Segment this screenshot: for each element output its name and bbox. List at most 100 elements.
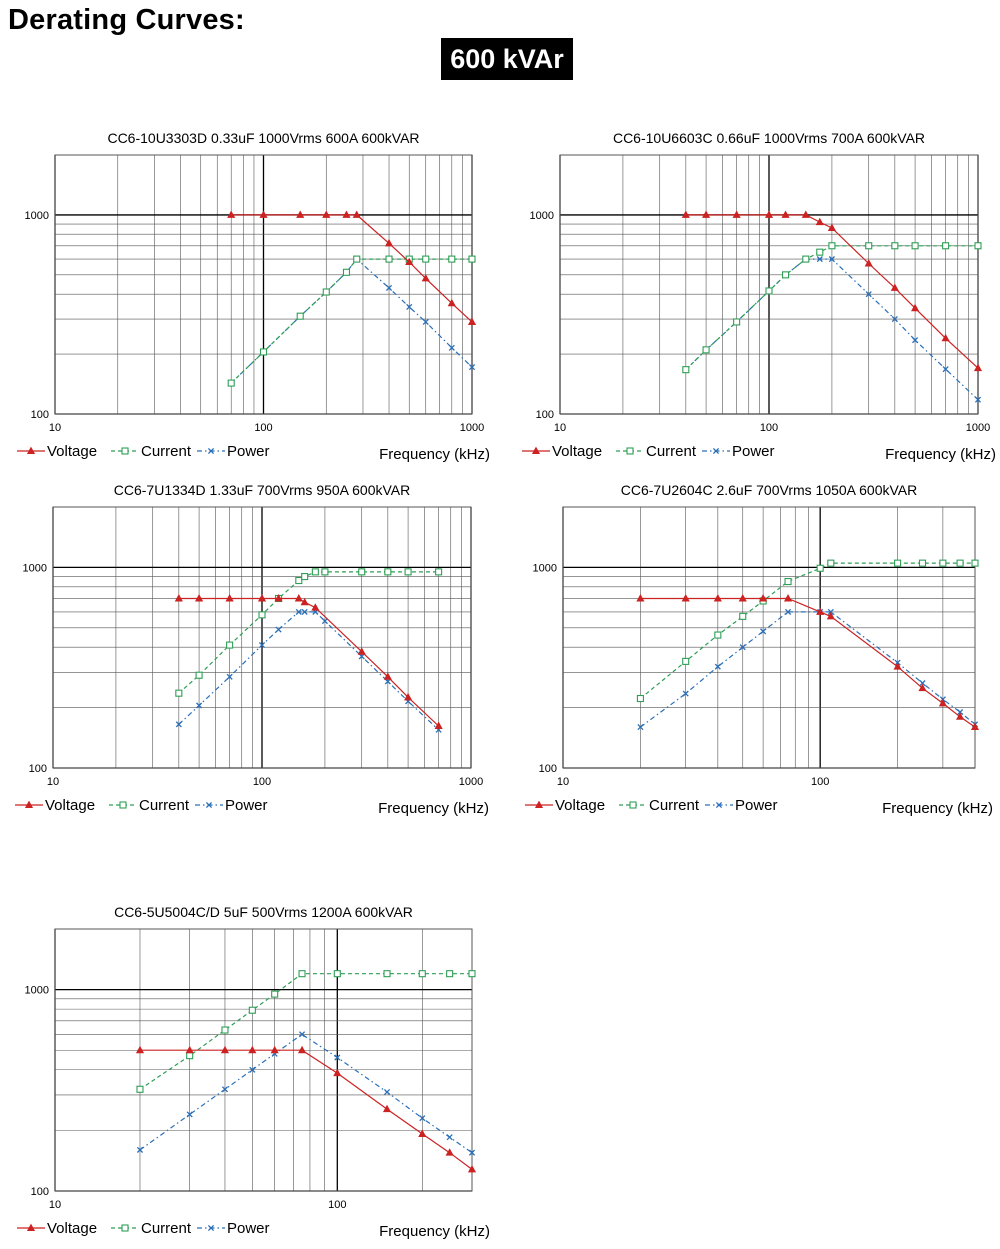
legend-item-current: Current xyxy=(619,797,700,814)
legend-label-power: Power xyxy=(227,1220,270,1237)
x-axis-title: Frequency (kHz) xyxy=(379,446,490,463)
y-tick-label-1000: 1000 xyxy=(25,210,49,222)
voltage-marker xyxy=(195,594,204,602)
grid xyxy=(559,154,979,415)
power-marker xyxy=(919,680,926,687)
current-marker xyxy=(448,255,456,263)
voltage-marker xyxy=(220,1045,230,1054)
voltage-marker xyxy=(447,298,456,307)
power-marker xyxy=(207,447,215,455)
rating-badge: 600 kVAr xyxy=(441,38,573,80)
power-marker xyxy=(207,1224,215,1232)
current-marker xyxy=(629,801,637,809)
power-line xyxy=(139,1033,473,1154)
current-marker xyxy=(342,268,351,276)
current-marker xyxy=(333,970,341,978)
voltage-marker xyxy=(738,594,747,602)
power-marker xyxy=(301,608,308,615)
power-marker xyxy=(714,663,721,670)
power-marker xyxy=(385,284,393,291)
current-marker xyxy=(422,255,430,263)
voltage-marker xyxy=(297,1045,307,1054)
legend-label-current: Current xyxy=(141,1220,192,1237)
plot-title: CC6-7U2604C 2.6uF 700Vrms 1050A 600kVAR xyxy=(621,482,918,498)
current-marker xyxy=(195,671,203,679)
x-tick-label-1000: 1000 xyxy=(966,422,990,434)
x-tick-label-100: 100 xyxy=(811,776,829,788)
current-marker xyxy=(626,447,634,455)
power-marker xyxy=(760,628,767,635)
voltage-marker xyxy=(405,257,414,266)
power-marker xyxy=(221,1086,229,1093)
current-marker xyxy=(404,568,412,576)
legend-label-power: Power xyxy=(225,797,268,814)
y-tick-label-1000: 1000 xyxy=(533,562,557,574)
series-voltage xyxy=(681,210,983,372)
series-power xyxy=(136,1031,476,1156)
voltage-marker xyxy=(322,210,331,218)
power-marker xyxy=(739,644,746,651)
current-marker xyxy=(298,970,306,978)
current-marker xyxy=(939,559,947,567)
current-marker xyxy=(682,366,690,374)
series-voltage xyxy=(135,1045,477,1173)
power-marker xyxy=(226,673,233,680)
legend-label-voltage: Voltage xyxy=(552,443,602,460)
power-marker xyxy=(295,608,302,615)
current-marker xyxy=(891,242,899,250)
voltage-marker xyxy=(311,603,320,611)
series-current xyxy=(136,970,476,1093)
chart-svg: CC6-7U2604C 2.6uF 700Vrms 1050A 600kVAR 1… xyxy=(525,482,993,817)
current-marker xyxy=(227,379,235,387)
current-marker xyxy=(802,255,810,263)
voltage-marker xyxy=(418,1129,427,1137)
series-voltage xyxy=(636,594,980,731)
voltage-marker xyxy=(357,647,366,655)
power-marker xyxy=(406,303,413,310)
legend-label-current: Current xyxy=(646,443,697,460)
current-marker xyxy=(827,559,835,567)
voltage-marker xyxy=(382,1104,392,1113)
voltage-marker xyxy=(713,594,722,602)
voltage-marker xyxy=(702,210,711,218)
current-marker xyxy=(353,255,361,263)
power-marker xyxy=(912,337,919,344)
voltage-marker xyxy=(135,1045,145,1054)
current-marker xyxy=(301,573,309,581)
current-line xyxy=(230,258,472,384)
plot-title: CC6-10U3303D 0.33uF 1000Vrms 600A 600kVA… xyxy=(107,130,419,146)
legend: Voltage Current Power xyxy=(17,443,270,460)
x-axis-title: Frequency (kHz) xyxy=(378,800,489,817)
power-marker xyxy=(682,690,689,697)
voltage-marker xyxy=(783,594,793,602)
x-tick-label-10: 10 xyxy=(554,422,566,434)
current-marker xyxy=(816,564,824,572)
current-marker xyxy=(385,255,393,263)
voltage-marker xyxy=(890,283,899,291)
current-marker xyxy=(911,242,919,250)
current-marker xyxy=(119,801,127,809)
voltage-marker xyxy=(970,722,980,731)
current-marker xyxy=(322,288,330,296)
x-axis-title: Frequency (kHz) xyxy=(379,1223,490,1240)
voltage-marker xyxy=(342,210,351,218)
power-marker xyxy=(205,801,213,809)
current-marker xyxy=(942,242,950,250)
legend-label-voltage: Voltage xyxy=(45,797,95,814)
x-tick-label-10: 10 xyxy=(557,776,569,788)
current-marker xyxy=(258,611,266,619)
voltage-marker xyxy=(383,672,392,680)
legend: Voltage Current Power xyxy=(525,797,778,814)
current-marker xyxy=(765,287,773,295)
current-marker xyxy=(248,1006,256,1014)
legend-item-current: Current xyxy=(616,443,697,460)
grid xyxy=(54,928,473,1192)
current-marker xyxy=(296,312,304,320)
plot-title: CC6-5U5004C/D 5uF 500Vrms 1200A 600kVAR xyxy=(114,904,413,920)
current-marker xyxy=(468,255,476,263)
power-marker xyxy=(422,318,429,326)
current-marker xyxy=(259,348,268,356)
power-marker xyxy=(637,723,644,731)
legend-item-voltage: Voltage xyxy=(17,443,97,460)
power-marker xyxy=(275,626,282,633)
